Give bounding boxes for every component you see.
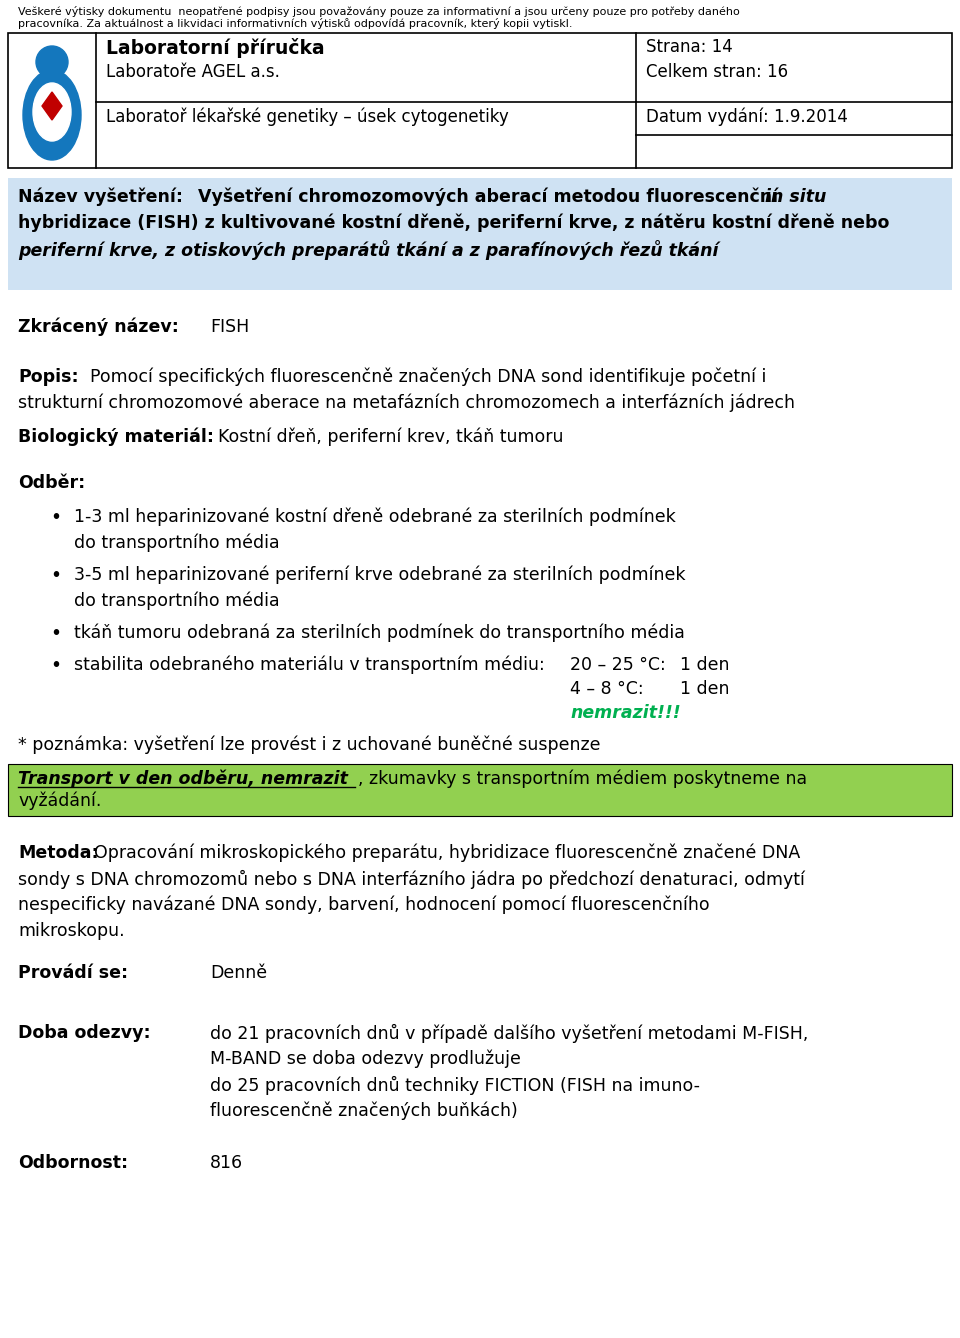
Text: •: •	[50, 656, 61, 674]
Text: FISH: FISH	[210, 318, 250, 336]
Text: stabilita odebraného materiálu v transportním médiu:: stabilita odebraného materiálu v transpo…	[74, 656, 544, 674]
Text: •: •	[50, 566, 61, 585]
Text: Laboratoře AGEL a.s.: Laboratoře AGEL a.s.	[106, 63, 280, 82]
Text: Provádí se:: Provádí se:	[18, 963, 128, 982]
Text: 3-5 ml heparinizované periferní krve odebrané za sterilních podmínek: 3-5 ml heparinizované periferní krve ode…	[74, 566, 685, 585]
Bar	[8, 764, 952, 816]
Text: Opracování mikroskopického preparátu, hybridizace fluorescenčně značené DNA: Opracování mikroskopického preparátu, hy…	[94, 844, 801, 863]
Text: 20 – 25 °C:: 20 – 25 °C:	[570, 656, 665, 674]
Text: pracovníka. Za aktuálnost a likvidaci informativních výtisků odpovídá pracovník,: pracovníka. Za aktuálnost a likvidaci in…	[18, 17, 572, 29]
Text: Denně: Denně	[210, 963, 267, 982]
Text: Celkem stran: 16: Celkem stran: 16	[646, 63, 788, 82]
Text: strukturní chromozomové aberace na metafázních chromozomech a interfázních jádre: strukturní chromozomové aberace na metaf…	[18, 393, 795, 412]
Text: M-BAND se doba odezvy prodlužuje: M-BAND se doba odezvy prodlužuje	[210, 1050, 521, 1069]
Text: , zkumavky s transportním médiem poskytneme na: , zkumavky s transportním médiem poskytn…	[358, 769, 807, 788]
Bar	[8, 178, 952, 290]
Text: Pomocí specifických fluorescenčně značených DNA sond identifikuje početní i: Pomocí specifických fluorescenčně značen…	[90, 368, 766, 387]
Text: fluorescenčně značených buňkách): fluorescenčně značených buňkách)	[210, 1103, 517, 1120]
Text: Transport v den odběru, nemrazit: Transport v den odběru, nemrazit	[18, 769, 348, 788]
Text: 1 den: 1 den	[680, 680, 730, 698]
Text: •: •	[50, 508, 61, 527]
Text: do 21 pracovních dnů v případě dalšího vyšetření metodami M-FISH,: do 21 pracovních dnů v případě dalšího v…	[210, 1024, 808, 1044]
Text: * poznámka: vyšetření lze provést i z uchované buněčné suspenze: * poznámka: vyšetření lze provést i z uc…	[18, 736, 601, 755]
Polygon shape	[42, 92, 62, 120]
Text: Odběr:: Odběr:	[18, 474, 85, 492]
Text: periferní krve, z otiskových preparátů tkání a z parafínových řezů tkání: periferní krve, z otiskových preparátů t…	[18, 240, 718, 260]
Text: hybridizace (FISH) z kultivované kostní dřeně, periferní krve, z nátěru kostní d: hybridizace (FISH) z kultivované kostní …	[18, 214, 889, 233]
Bar	[8, 33, 952, 169]
Text: mikroskopu.: mikroskopu.	[18, 922, 125, 941]
Text: Kostní dřeň, periferní krev, tkáň tumoru: Kostní dřeň, periferní krev, tkáň tumoru	[218, 428, 564, 447]
Polygon shape	[38, 88, 66, 128]
Text: tkáň tumoru odebraná za sterilních podmínek do transportního média: tkáň tumoru odebraná za sterilních podmí…	[74, 624, 684, 642]
Text: Metoda:: Metoda:	[18, 844, 99, 862]
Text: Strana: 14: Strana: 14	[646, 37, 732, 56]
Text: 816: 816	[210, 1153, 243, 1172]
Circle shape	[36, 45, 68, 78]
Text: 1 den: 1 den	[680, 656, 730, 674]
Text: Veškeré výtisky dokumentu  neopatřené podpisy jsou považovány pouze za informati: Veškeré výtisky dokumentu neopatřené pod…	[18, 5, 740, 17]
Text: Doba odezvy:: Doba odezvy:	[18, 1024, 151, 1042]
Text: do 25 pracovních dnů techniky FICTION (FISH na imuno-: do 25 pracovních dnů techniky FICTION (F…	[210, 1076, 700, 1094]
Text: Laboratoř lékařské genetiky – úsek cytogenetiky: Laboratoř lékařské genetiky – úsek cytog…	[106, 108, 509, 127]
Ellipse shape	[23, 70, 81, 161]
Text: vyžádání.: vyžádání.	[18, 792, 102, 811]
Text: Odbornost:: Odbornost:	[18, 1153, 128, 1172]
Text: nespecificky navázané DNA sondy, barvení, hodnocení pomocí fluorescenčního: nespecificky navázané DNA sondy, barvení…	[18, 896, 709, 914]
Text: nemrazit!!!: nemrazit!!!	[570, 704, 681, 723]
Text: Popis:: Popis:	[18, 368, 79, 385]
Text: Laboratorní příručka: Laboratorní příručka	[106, 37, 324, 58]
Text: Zkrácený název:: Zkrácený název:	[18, 318, 179, 336]
Text: Název vyšetření:: Název vyšetření:	[18, 189, 183, 206]
Text: do transportního média: do transportního média	[74, 534, 279, 553]
Text: do transportního média: do transportního média	[74, 591, 279, 610]
Text: sondy s DNA chromozomů nebo s DNA interfázního jádra po předchozí denaturaci, od: sondy s DNA chromozomů nebo s DNA interf…	[18, 870, 804, 888]
Text: Vyšetření chromozomových aberací metodou fluorescenční: Vyšetření chromozomových aberací metodou…	[198, 189, 784, 206]
Text: in situ: in situ	[765, 189, 827, 206]
Text: Biologický materiál:: Biologický materiál:	[18, 428, 214, 447]
Text: 1-3 ml heparinizované kostní dřeně odebrané za sterilních podmínek: 1-3 ml heparinizované kostní dřeně odebr…	[74, 508, 676, 526]
Text: •: •	[50, 624, 61, 644]
Text: 4 – 8 °C:: 4 – 8 °C:	[570, 680, 643, 698]
Ellipse shape	[33, 83, 71, 140]
Text: Datum vydání: 1.9.2014: Datum vydání: 1.9.2014	[646, 108, 848, 127]
